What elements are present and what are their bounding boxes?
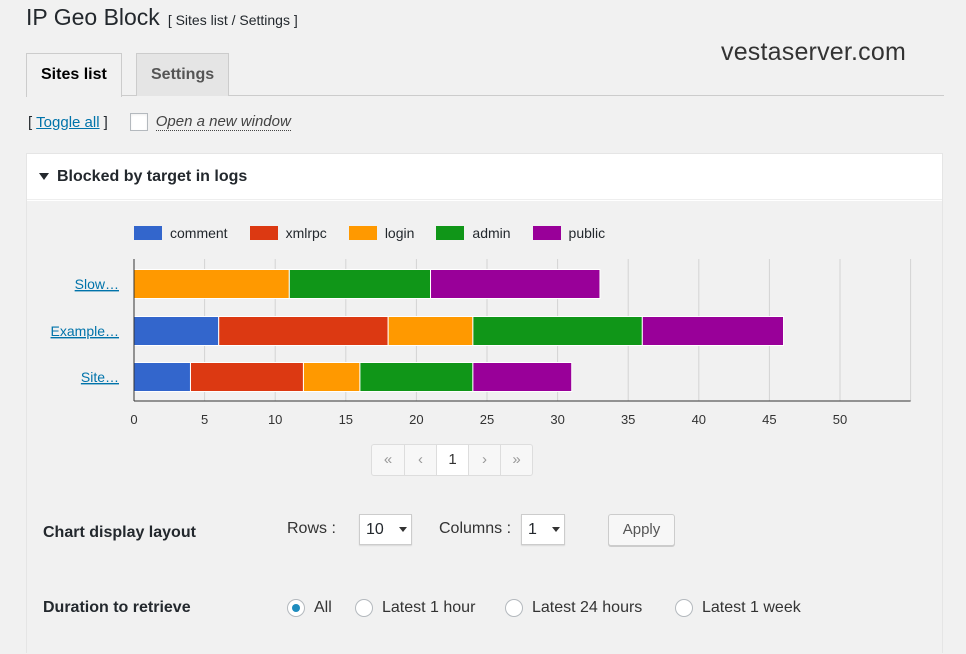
x-tick-label: 15 <box>339 412 353 427</box>
watermark: vestaserver.com <box>721 38 907 66</box>
x-tick-label: 0 <box>130 412 137 427</box>
legend-item-public: public <box>532 225 606 241</box>
site-link[interactable]: Example… <box>51 323 119 339</box>
duration-label: Duration to retrieve <box>43 599 191 616</box>
last-page-button[interactable]: » <box>500 445 532 475</box>
bar-comment <box>133 362 191 392</box>
columns-label: Columns : <box>439 520 512 537</box>
apply-button[interactable]: Apply <box>608 514 675 546</box>
chart-legend: comment xmlrpc login admin public <box>134 225 627 241</box>
pagination: « ‹ 1 › » <box>371 444 533 476</box>
toggle-close-bracket: ] <box>103 113 108 131</box>
stacked-bar-chart: 0 5 10 15 20 25 30 35 40 45 50 Slow… Example… Site… <box>51 259 912 427</box>
toggle-open-bracket: [ <box>28 113 33 131</box>
duration-option-label: Latest 1 week <box>702 599 801 616</box>
legend-swatch <box>436 226 465 240</box>
chart-layout-row: Chart display layout Rows : 10 Columns :… <box>43 514 923 550</box>
bar-comment <box>133 316 220 346</box>
x-tick-label: 50 <box>833 412 847 427</box>
duration-option-1-week[interactable]: Latest 1 week <box>675 599 801 617</box>
first-page-button[interactable]: « <box>383 451 393 468</box>
panel-body: 0 5 10 15 20 25 30 35 40 45 50 Slow… Example… Site… c… <box>27 201 942 654</box>
duration-row: Duration to retrieve All Latest 1 hour L… <box>43 593 923 623</box>
panel-header[interactable]: Blocked by target in logs <box>27 154 942 200</box>
columns-select[interactable]: 1 <box>521 514 565 545</box>
x-tick-label: 40 <box>692 412 706 427</box>
bar-xmlrpc <box>189 362 304 392</box>
duration-option-24-hours[interactable]: Latest 24 hours <box>505 599 642 617</box>
rows-dropdown-icon <box>399 527 407 532</box>
legend-item-xmlrpc: xmlrpc <box>249 225 327 241</box>
x-tick-label: 20 <box>409 412 423 427</box>
legend-item-login: login <box>348 225 415 241</box>
rows-select[interactable]: 10 <box>359 514 412 545</box>
site-link[interactable]: Slow… <box>75 276 119 292</box>
legend-item-admin: admin <box>436 225 511 241</box>
legend-label: comment <box>170 225 228 241</box>
duration-option-all[interactable]: All <box>287 599 332 617</box>
prev-page-button[interactable]: ‹ <box>404 445 436 475</box>
toggle-row: [ Toggle all ] Open a new window <box>28 113 291 131</box>
radio-selected-icon <box>287 599 305 617</box>
collapse-triangle-icon <box>39 173 49 180</box>
toggle-all-link[interactable]: Toggle all <box>36 113 100 131</box>
x-tick-label: 45 <box>762 412 776 427</box>
duration-option-label: All <box>314 599 332 616</box>
radio-icon <box>675 599 693 617</box>
bar-admin <box>472 316 643 346</box>
tab-sites-list[interactable]: Sites list <box>26 53 122 97</box>
duration-option-1-hour[interactable]: Latest 1 hour <box>355 599 475 617</box>
open-new-window-checkbox[interactable] <box>129 113 148 131</box>
x-tick-label: 35 <box>621 412 635 427</box>
rows-label: Rows : <box>287 520 336 537</box>
x-tick-label: 10 <box>268 412 282 427</box>
chart-layout-label: Chart display layout <box>43 524 196 541</box>
radio-icon <box>505 599 523 617</box>
legend-label: public <box>568 225 606 241</box>
x-tick-label: 30 <box>550 412 564 427</box>
site-link[interactable]: Site… <box>81 369 119 385</box>
bar-login <box>302 362 361 392</box>
legend-swatch <box>532 226 561 240</box>
page-subtitle: [ Sites list / Settings ] <box>167 12 298 28</box>
legend-swatch <box>348 226 377 240</box>
current-page[interactable]: 1 <box>436 445 468 475</box>
columns-select-value: 1 <box>528 521 537 538</box>
page-title: IP Geo Block <box>26 4 160 30</box>
tab-bar: Sites list Settings <box>26 53 944 97</box>
columns-dropdown-icon <box>552 527 560 532</box>
tab-settings[interactable]: Settings <box>136 53 230 96</box>
legend-swatch <box>134 226 162 240</box>
panel-title: Blocked by target in logs <box>57 167 248 185</box>
duration-option-label: Latest 1 hour <box>382 599 476 616</box>
bar-admin <box>288 269 432 299</box>
blocked-by-target-panel: Blocked by target in logs 0 5 10 15 20 25 30 35… <box>26 153 943 654</box>
legend-label: xmlrpc <box>285 225 327 241</box>
legend-label: login <box>384 225 415 241</box>
x-tick-label: 25 <box>480 412 494 427</box>
bar-public <box>430 269 601 299</box>
bar-xmlrpc <box>218 316 389 346</box>
x-tick-label: 5 <box>201 412 208 427</box>
bar-admin <box>359 362 474 392</box>
rows-select-value: 10 <box>366 521 384 538</box>
bar-login <box>387 316 474 346</box>
legend-item-comment: comment <box>134 225 228 241</box>
bar-public <box>641 316 785 346</box>
page-title-row: IP Geo Block [ Sites list / Settings ] <box>26 4 298 31</box>
bar-public <box>472 362 573 392</box>
duration-option-label: Latest 24 hours <box>532 599 643 616</box>
open-new-window-label[interactable]: Open a new window <box>155 113 291 131</box>
radio-icon <box>355 599 373 617</box>
next-page-button[interactable]: › <box>468 445 500 475</box>
bar-login <box>133 269 290 299</box>
legend-label: admin <box>472 225 511 241</box>
legend-swatch <box>249 226 278 240</box>
